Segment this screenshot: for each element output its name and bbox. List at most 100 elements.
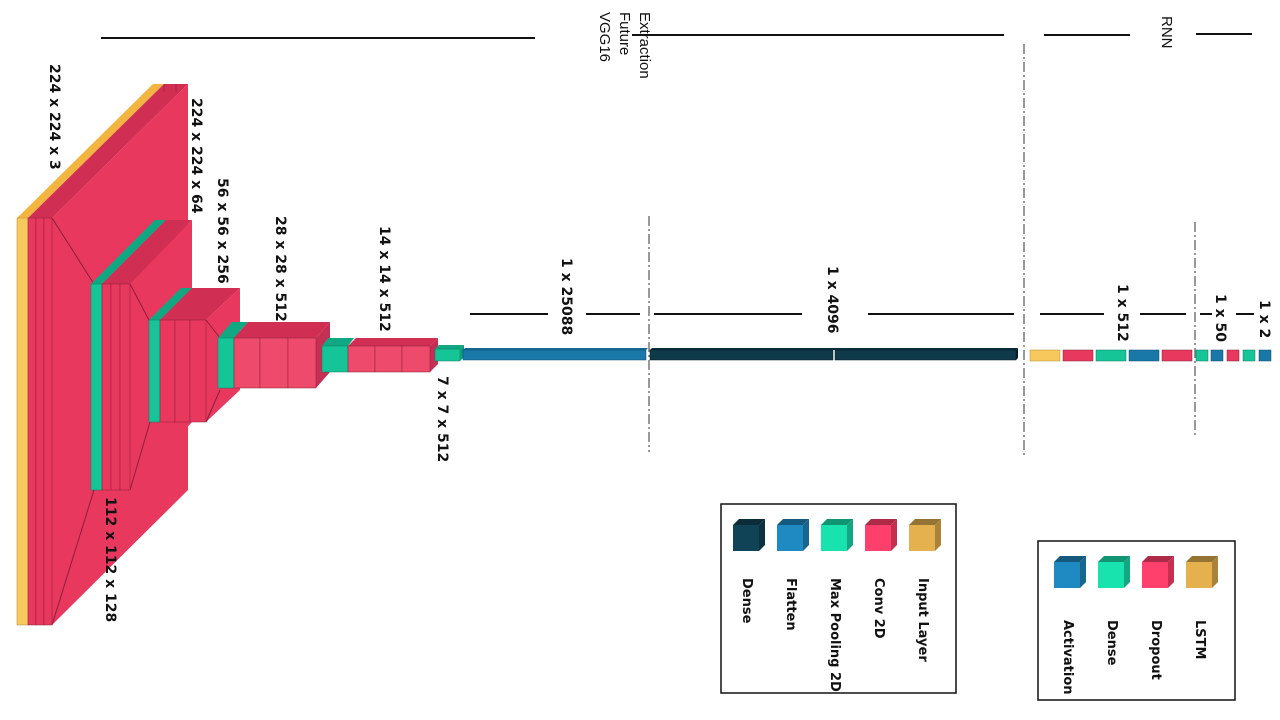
section-title-rnn: RNN — [1158, 16, 1175, 49]
block4-pool-front — [217, 337, 235, 389]
legend-conv-2d-swatch-side — [891, 519, 897, 551]
legend-max-pooling-2d-swatch-icon — [821, 519, 853, 551]
flatten-bar — [462, 349, 647, 361]
dim-label-conv1: 224 x 224 x 64 — [188, 98, 204, 214]
section-title-line: Extraction — [636, 12, 653, 79]
dense-bar-1 — [649, 349, 834, 361]
legend-flatten-swatch-front — [777, 525, 803, 551]
block4-conv-front-b — [259, 337, 289, 389]
dense-top — [650, 348, 1018, 350]
block2-edge-top — [129, 283, 151, 323]
block2-conv-front-a — [101, 283, 112, 491]
rnn-dense-3 — [1242, 349, 1256, 362]
legend-label-input-layer: Input Layer — [915, 578, 930, 662]
legend-label-lstm: LSTM — [1192, 620, 1207, 659]
block3-edge-top — [205, 319, 221, 339]
block4-pool-top — [218, 322, 248, 338]
legend-dense-swatch-icon — [733, 519, 765, 551]
dim-label-conv5: 14 x 14 x 512 — [376, 226, 392, 332]
conv1-edge-top — [51, 217, 95, 285]
legend-vgg: Dense Flatten Max Pooling 2D Conv 2D Input L… — [720, 503, 957, 694]
section-title-vgg16: VGG16 Future Extraction — [596, 12, 653, 79]
block2-pool-front — [90, 283, 103, 491]
legend-activation-swatch-side — [1080, 556, 1086, 588]
conv1-top-face — [28, 84, 188, 218]
rnn-lstm — [1029, 349, 1061, 362]
legend-dropout-swatch-front — [1142, 562, 1168, 588]
block2-edge-bottom — [129, 421, 151, 491]
legend-flatten-swatch-top — [777, 519, 809, 525]
legend-lstm-swatch-side — [1212, 556, 1218, 588]
legend-max-pooling-2d-swatch-top — [821, 519, 853, 525]
legend-dense-swatch-top — [733, 519, 765, 525]
block3-edge-bottom — [205, 389, 221, 423]
layer-rnn — [1029, 349, 1272, 362]
legend-label-dense: Dense — [1104, 620, 1119, 666]
block3-conv-front-b — [174, 319, 191, 423]
legend-rnn: Activation Dense Dropout LSTM — [1037, 540, 1236, 701]
rnn-dropout-1 — [1062, 349, 1094, 362]
dim-label-conv3: 56 x 56 x 256 — [214, 178, 230, 284]
block5-pool-front — [321, 345, 349, 373]
legend-label-max-pooling-2d: Max Pooling 2D — [827, 578, 842, 692]
dim-label-conv4: 28 x 28 x 512 — [272, 216, 288, 322]
legend-activation-swatch-top — [1054, 556, 1086, 562]
legend-dropout-swatch-top — [1142, 556, 1174, 562]
dense-bar-2 — [834, 349, 1017, 361]
conv1-front-a — [27, 217, 37, 626]
block2-pool-top — [91, 220, 166, 284]
flatten-top — [463, 348, 648, 350]
legend-lstm-swatch-front — [1186, 562, 1212, 588]
block5-side-face — [430, 338, 438, 372]
legend-dense-swatch-front — [1098, 562, 1124, 588]
legend-label-conv-2d: Conv 2D — [871, 578, 886, 639]
dim-label-lstm: 1 x 512 — [1114, 284, 1130, 342]
dim-label-pool5: 7 x 7 x 512 — [434, 376, 450, 462]
legend-input-layer-swatch-icon — [909, 519, 941, 551]
legend-vgg-items: Dense Flatten Max Pooling 2D Conv 2D Input L… — [733, 519, 941, 692]
section-title-line: Future — [616, 12, 633, 55]
block4-conv-front-c — [287, 337, 317, 389]
rnn-activation-1 — [1128, 349, 1160, 362]
section-brackets — [101, 33, 1252, 39]
input-front-face — [16, 217, 29, 626]
block2-conv-front-c — [119, 283, 131, 491]
legend-dense-swatch-side — [1124, 556, 1130, 588]
block5-conv-front-a — [347, 345, 376, 373]
legend-dropout-swatch-side — [1168, 556, 1174, 588]
block3-conv-front-c — [189, 319, 207, 423]
legend-dense-swatch-icon — [1098, 556, 1130, 588]
legend-input-layer-swatch-side — [935, 519, 941, 551]
legend-dense-swatch-front — [733, 525, 759, 551]
legend-conv-2d-swatch-icon — [865, 519, 897, 551]
dim-label-dense: 1 x 4096 — [824, 266, 840, 333]
block4-conv-front-a — [233, 337, 261, 389]
conv1-front-b — [35, 217, 45, 626]
legend-flatten-swatch-side — [803, 519, 809, 551]
dimension-labels: 224 x 224 x 3 224 x 224 x 64 112 x 112 x… — [46, 64, 1272, 622]
legend-label-dropout: Dropout — [1148, 620, 1163, 680]
dim-label-input: 224 x 224 x 3 — [46, 64, 62, 170]
section-title-line: VGG16 — [596, 12, 613, 62]
legend-input-layer-swatch-front — [909, 525, 935, 551]
legend-conv-2d-swatch-front — [865, 525, 891, 551]
dim-label-flatten: 1 x 25088 — [558, 258, 574, 335]
block4-conv-top — [234, 322, 330, 338]
block3-pool-front — [148, 319, 161, 423]
block3-conv-front-a — [159, 319, 176, 423]
legend-label-activation: Activation — [1060, 620, 1075, 695]
rnn-dropout-3 — [1226, 349, 1240, 362]
block3-conv-top — [160, 288, 240, 320]
block5-pool-top — [322, 338, 354, 346]
block3-pool-top — [149, 288, 192, 320]
legend-flatten-swatch-icon — [777, 519, 809, 551]
dense-side — [1016, 348, 1018, 360]
rnn-dense-2 — [1195, 349, 1209, 362]
layer-block-4 — [217, 322, 330, 389]
dim-label-output: 1 x 2 — [1256, 300, 1272, 338]
legend-activation-swatch-icon — [1054, 556, 1086, 588]
layer-dense — [649, 348, 1018, 361]
legend-label-flatten: Flatten — [783, 578, 798, 631]
legend-activation-swatch-front — [1054, 562, 1080, 588]
